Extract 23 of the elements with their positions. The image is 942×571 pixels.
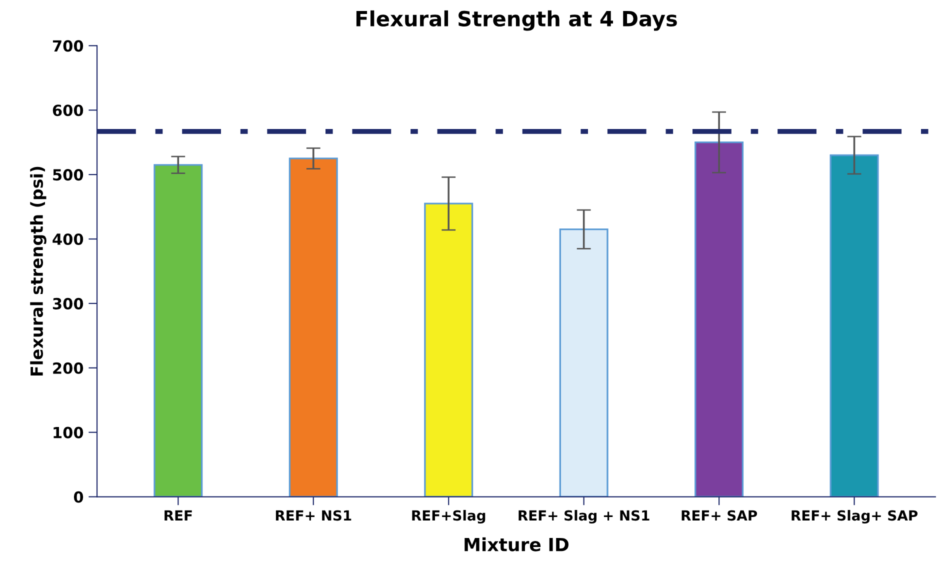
y-tick-label: 300: [52, 298, 84, 310]
y-tick-label: 700: [52, 40, 84, 52]
y-tick-label: 400: [52, 233, 84, 246]
x-axis-title: Mixture ID: [464, 537, 568, 552]
y-tick-label: 600: [52, 104, 84, 116]
x-tick-label: REF+ Slag+ SAP: [792, 510, 918, 524]
y-axis-title: Flexural strength (psi): [30, 166, 46, 376]
bar: [424, 202, 474, 497]
x-tick-label: REF+ NS1: [276, 510, 352, 521]
y-tick-label: 200: [53, 362, 84, 374]
x-tick-label: REF+ Slag + NS1: [518, 510, 650, 524]
bar: [694, 142, 744, 497]
bar: [559, 228, 608, 497]
y-tick-label: 0: [74, 491, 84, 503]
bar: [288, 158, 338, 497]
x-tick-label: REF+Slag: [412, 510, 486, 524]
y-tick-label: 100: [54, 426, 84, 438]
bar: [830, 154, 879, 497]
chart-title: Flexural Strength at 4 Days: [356, 10, 677, 31]
x-tick-label: REF: [164, 510, 192, 521]
x-tick-label: REF+ SAP: [682, 510, 758, 521]
bar: [154, 164, 203, 497]
y-tick-label: 500: [53, 169, 84, 181]
